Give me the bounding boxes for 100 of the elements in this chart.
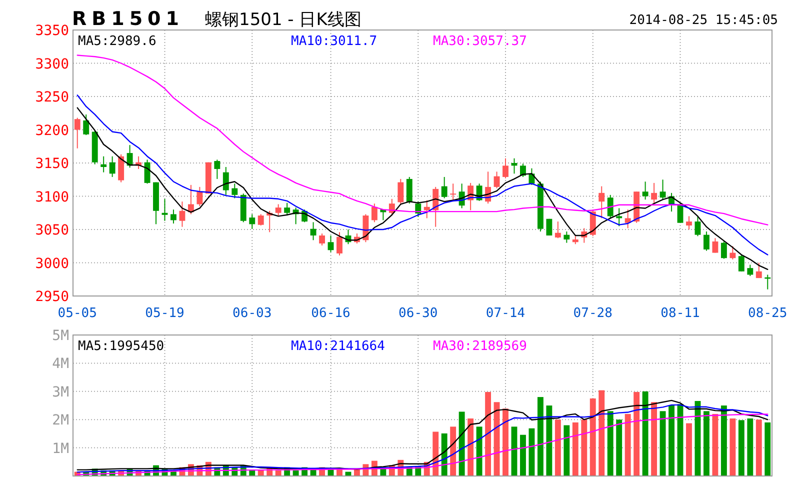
bar — [520, 434, 526, 476]
bar — [450, 426, 456, 476]
text: MA5:1995450 — [78, 339, 164, 354]
candlestick — [738, 254, 744, 272]
candlestick — [660, 179, 666, 200]
x-tick-label: 05-05 — [58, 306, 97, 321]
candlestick — [232, 183, 238, 199]
candlestick — [616, 208, 622, 227]
line-series — [76, 107, 768, 270]
bar — [668, 406, 674, 476]
bar — [634, 392, 640, 476]
y-tick-label: 3300 — [35, 56, 69, 72]
bar — [546, 406, 552, 476]
bar — [258, 470, 264, 476]
candlestick — [720, 240, 727, 260]
y-tick-label: 3200 — [35, 122, 69, 139]
bar — [651, 402, 658, 476]
candlestick — [756, 262, 762, 279]
candlestick — [747, 264, 754, 277]
y-tick-label: 3050 — [35, 222, 69, 238]
bar — [528, 428, 535, 476]
bar — [730, 418, 736, 476]
y-tick-label: 3150 — [35, 156, 69, 172]
bar — [458, 412, 465, 476]
candlestick — [624, 209, 631, 229]
candlestick — [642, 181, 648, 200]
bar — [607, 411, 614, 476]
candlestick — [730, 246, 736, 260]
bar — [554, 420, 561, 476]
candlestick — [310, 222, 316, 241]
y-tick-label: 1M — [52, 440, 69, 457]
candlestick — [83, 114, 90, 136]
candlestick — [275, 204, 282, 216]
candlestick — [371, 203, 378, 223]
bar — [720, 406, 727, 476]
y-tick-label: 3350 — [35, 23, 69, 39]
y-tick-label: 3100 — [35, 189, 69, 206]
bar — [564, 425, 570, 476]
x-tick-label: 06-03 — [232, 306, 272, 321]
x-tick-label: 06-16 — [311, 306, 350, 321]
x-tick-label: 05-19 — [145, 306, 184, 321]
bar — [660, 411, 666, 476]
candlestick — [179, 201, 186, 228]
bar — [581, 420, 588, 476]
bar — [511, 426, 518, 476]
bar — [747, 418, 754, 476]
line-series — [76, 54, 768, 226]
text: MA10:3011.7 — [291, 34, 378, 49]
y-tick-label: 3M — [52, 384, 69, 400]
x-tick-label: 07-14 — [486, 306, 526, 321]
candlestick — [502, 158, 508, 179]
candlestick — [222, 166, 229, 196]
bar — [712, 414, 718, 476]
bar — [441, 433, 448, 476]
candlestick — [441, 176, 448, 199]
text: MA30:2189569 — [433, 339, 527, 354]
candlestick — [686, 216, 692, 230]
candlestick — [406, 176, 412, 204]
candlestick — [258, 214, 264, 226]
bar — [624, 414, 631, 476]
candlestick — [284, 202, 290, 216]
candlestick — [607, 194, 614, 219]
bar — [598, 390, 605, 476]
x-tick-label: 07-28 — [573, 306, 612, 321]
candlestick — [450, 183, 456, 202]
candlestick — [564, 230, 570, 244]
candlestick — [214, 159, 220, 180]
y-tick-label: 4M — [52, 356, 69, 372]
candlestick — [398, 178, 404, 204]
x-tick-label: 08-25 — [748, 306, 788, 321]
bar — [704, 411, 710, 476]
candlestick — [712, 238, 718, 254]
text: MA10:2141664 — [291, 339, 386, 354]
bar — [764, 422, 771, 476]
text: MA5:2989.6 — [78, 34, 156, 49]
bar — [292, 470, 299, 476]
bar — [249, 470, 256, 476]
candlestick — [319, 232, 325, 246]
bar — [738, 420, 744, 476]
candlestick — [546, 218, 552, 236]
bar — [590, 398, 596, 476]
y-tick-label: 3000 — [35, 256, 69, 272]
candlestick — [162, 198, 168, 222]
y-tick-label: 2M — [52, 412, 69, 429]
bar — [616, 420, 622, 476]
y-tick-label: 5M — [52, 328, 69, 344]
candlestick — [336, 232, 342, 256]
candlestick — [100, 156, 107, 173]
y-tick-label: 2950 — [35, 289, 69, 305]
x-tick-label: 06-30 — [398, 306, 438, 321]
candlestick — [118, 154, 124, 183]
chart-subtitle: RB1501 — [72, 8, 184, 30]
candlestick — [74, 117, 80, 149]
candlestick — [520, 163, 526, 178]
bar — [537, 397, 544, 476]
text: 2014-08-25 15:45:05 — [629, 13, 778, 28]
bar — [485, 392, 491, 476]
bar — [642, 391, 648, 476]
candlestick — [651, 182, 658, 204]
candlestick — [494, 171, 500, 189]
